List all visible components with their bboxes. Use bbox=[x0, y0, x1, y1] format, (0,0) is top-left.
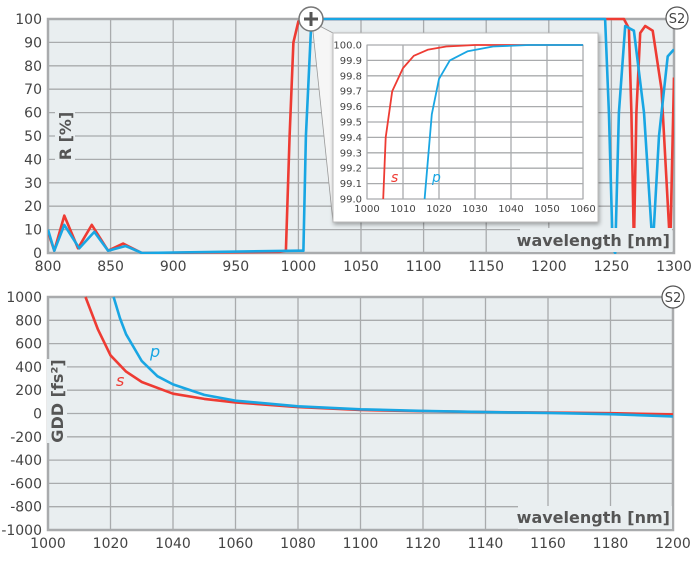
y-axis-label: R [%] bbox=[56, 112, 75, 161]
badge-text: S2 bbox=[665, 291, 682, 306]
x-tick-label: 850 bbox=[97, 259, 124, 275]
inset-chart: 1000 1010 1020 1030 1040 1050 1060 99.0 99.1 99.2… bbox=[333, 41, 595, 216]
x-tick-label: 1000 bbox=[30, 536, 66, 552]
y-tick-label: -600 bbox=[10, 476, 42, 492]
y-tick-label: 70 bbox=[24, 82, 42, 98]
y-tick-label: -800 bbox=[10, 500, 42, 516]
x-tick-label: 1040 bbox=[498, 204, 523, 215]
x-axis-label: wavelength [nm] bbox=[517, 508, 670, 527]
y-tick-label: -1000 bbox=[1, 523, 42, 539]
y-axis-label: GDD [fs²] bbox=[48, 359, 67, 442]
x-tick-label: 1040 bbox=[155, 536, 191, 552]
y-axis-label-group: R [%] bbox=[55, 112, 75, 161]
x-tick-label: 1080 bbox=[280, 536, 316, 552]
x-tick-label: 1200 bbox=[655, 536, 691, 552]
x-tick-label: 1200 bbox=[531, 259, 567, 275]
x-tick-label: 1020 bbox=[426, 204, 451, 215]
y-tick-label: 99.5 bbox=[340, 118, 362, 129]
y-tick-label: 99.6 bbox=[340, 102, 362, 113]
x-tick-label: 1300 bbox=[656, 259, 692, 275]
x-tick-label: 1020 bbox=[93, 536, 129, 552]
y-tick-label: 99.3 bbox=[340, 148, 362, 159]
badge-text: S2 bbox=[669, 12, 686, 27]
x-tick-label: 800 bbox=[35, 259, 62, 275]
y-tick-label: 30 bbox=[24, 176, 42, 192]
plus-magnifier-icon[interactable] bbox=[298, 6, 324, 32]
x-tick-label: 1050 bbox=[343, 259, 379, 275]
inset-label-p: p bbox=[431, 170, 441, 186]
y-tick-label: 600 bbox=[15, 337, 42, 353]
x-tick-label: 1030 bbox=[462, 204, 487, 215]
x-tick-label: 1000 bbox=[281, 259, 317, 275]
x-tick-label: 1060 bbox=[218, 536, 254, 552]
y-tick-label: 1000 bbox=[6, 290, 42, 306]
y-tick-label: 0 bbox=[33, 246, 42, 262]
x-tick-label: 1000 bbox=[354, 204, 379, 215]
x-tick-label: 1010 bbox=[390, 204, 415, 215]
series-label-s: s bbox=[116, 371, 124, 390]
y-tick-label: 60 bbox=[24, 106, 42, 122]
x-tick-label: 1160 bbox=[530, 536, 566, 552]
x-tick-label: 1250 bbox=[594, 259, 630, 275]
x-tick-label: 1050 bbox=[534, 204, 559, 215]
gdd-chart: 1000 1020 1040 1060 1080 1100 1120 1140 1160 1180… bbox=[1, 290, 691, 552]
y-tick-label: 40 bbox=[24, 152, 42, 168]
series-line-p bbox=[423, 44, 583, 200]
y-axis-label-group: GDD [fs²] bbox=[47, 359, 67, 443]
x-axis-label-bg bbox=[518, 506, 672, 529]
x-tick-label: 1140 bbox=[468, 536, 504, 552]
x-tick-label: 1100 bbox=[343, 536, 379, 552]
y-tick-label: 800 bbox=[15, 313, 42, 329]
y-tick-label: 99.4 bbox=[340, 133, 362, 144]
x-tick-label: 1150 bbox=[468, 259, 504, 275]
y-tick-label: 100 bbox=[15, 12, 42, 28]
s2-badge: S2 bbox=[665, 6, 689, 30]
y-tick-label: 20 bbox=[24, 199, 42, 215]
y-tick-label: 100.0 bbox=[333, 41, 362, 52]
y-tick-label: 90 bbox=[24, 35, 42, 51]
y-tick-label: 200 bbox=[15, 383, 42, 399]
y-tick-label: 80 bbox=[24, 59, 42, 75]
x-axis-label: wavelength [nm] bbox=[517, 231, 670, 250]
y-tick-label: -400 bbox=[10, 453, 42, 469]
series-line-p bbox=[112, 296, 673, 418]
y-tick-label: 99.0 bbox=[340, 195, 362, 206]
x-tick-label: 900 bbox=[160, 259, 187, 275]
x-tick-label: 1120 bbox=[405, 536, 441, 552]
x-tick-label: 1100 bbox=[406, 259, 442, 275]
y-tick-label: -200 bbox=[10, 430, 42, 446]
y-tick-label: 99.1 bbox=[340, 179, 362, 190]
y-tick-label: 99.8 bbox=[340, 71, 362, 82]
inset-label-s: s bbox=[391, 170, 398, 186]
y-tick-label: 50 bbox=[24, 129, 42, 145]
series-line-s bbox=[382, 44, 583, 200]
x-tick-label: 1060 bbox=[570, 204, 595, 215]
y-tick-label: 99.7 bbox=[340, 87, 362, 98]
y-tick-label: 0 bbox=[33, 407, 42, 423]
y-tick-label: 10 bbox=[24, 223, 42, 239]
y-tick-label: 400 bbox=[15, 360, 42, 376]
y-tick-label: 99.9 bbox=[340, 56, 362, 67]
s2-badge: S2 bbox=[661, 285, 685, 309]
series-label-p: p bbox=[149, 342, 160, 361]
x-tick-label: 950 bbox=[222, 259, 249, 275]
y-tick-label: 99.2 bbox=[340, 164, 362, 175]
series-line-s bbox=[48, 17, 674, 254]
x-tick-label: 1180 bbox=[593, 536, 629, 552]
x-axis-label-bg bbox=[520, 228, 672, 252]
